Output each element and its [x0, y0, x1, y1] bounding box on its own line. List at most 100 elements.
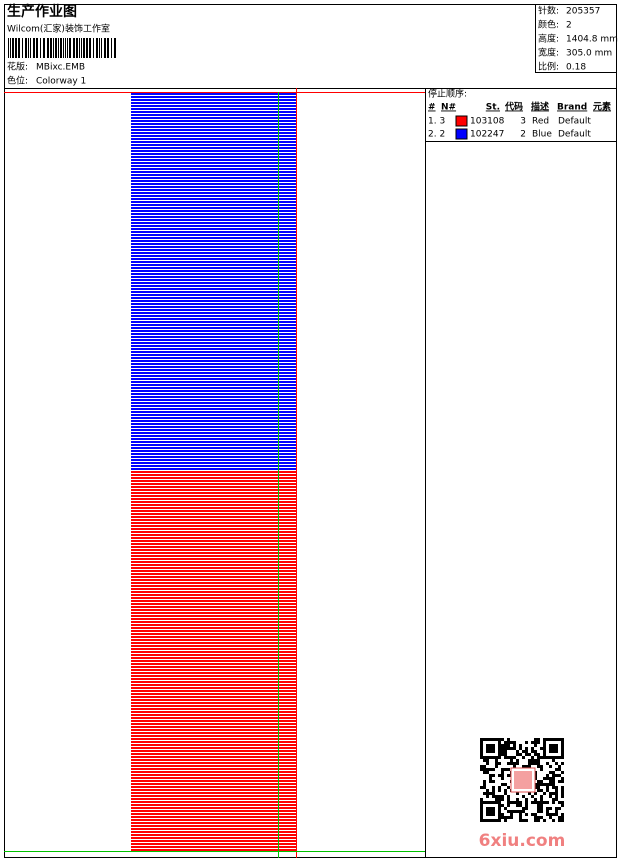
qr-module	[501, 795, 504, 798]
qr-module	[525, 813, 528, 816]
qr-module	[540, 804, 543, 807]
qr-module	[546, 738, 549, 741]
qr-module	[498, 753, 501, 756]
qr-module	[543, 792, 546, 795]
qr-module	[522, 750, 525, 753]
qr-module	[540, 768, 543, 771]
qr-module	[528, 753, 531, 756]
barcode-bar	[22, 38, 23, 58]
qr-module	[561, 753, 564, 756]
qr-module	[519, 813, 522, 816]
qr-module	[555, 762, 558, 765]
barcode-bar	[107, 38, 109, 58]
barcode-bar	[10, 38, 11, 58]
qr-module	[525, 753, 528, 756]
qr-module	[534, 813, 537, 816]
qr-module	[558, 774, 561, 777]
row-number: 3	[520, 117, 526, 127]
qr-logo	[514, 771, 532, 789]
subtitle: Wilcom(汇家)装饰工作室	[7, 23, 110, 35]
qr-module	[543, 753, 546, 756]
qr-module	[510, 756, 513, 759]
qr-module	[525, 741, 528, 744]
qr-module	[492, 801, 495, 804]
qr-module	[495, 801, 498, 804]
qr-module	[555, 807, 558, 810]
info-label: 颜色:	[538, 19, 559, 31]
qr-module	[558, 765, 561, 768]
qr-module	[543, 783, 546, 786]
qr-module	[507, 756, 510, 759]
barcode-bar	[8, 38, 9, 58]
qr-module	[555, 795, 558, 798]
qr-module	[558, 756, 561, 759]
barcode-bar	[60, 38, 62, 58]
barcode-bar	[76, 38, 78, 58]
qr-module	[525, 804, 528, 807]
info-label: 针数:	[538, 5, 559, 17]
qr-module	[498, 762, 501, 765]
qr-module	[498, 747, 501, 750]
qr-module	[540, 810, 543, 813]
qr-module	[531, 801, 534, 804]
barcode-bar	[99, 38, 100, 58]
qr-module	[489, 750, 492, 753]
qr-module	[507, 798, 510, 801]
qr-module	[555, 750, 558, 753]
qr-module	[552, 786, 555, 789]
qr-module	[555, 813, 558, 816]
qr-module	[498, 786, 501, 789]
qr-module	[546, 810, 549, 813]
qr-module	[537, 759, 540, 762]
qr-module	[552, 783, 555, 786]
qr-module	[561, 771, 564, 774]
barcode-bar	[36, 38, 38, 58]
column-header: 元素	[593, 101, 611, 113]
qr-module	[504, 768, 507, 771]
qr-module	[537, 765, 540, 768]
qr-module	[531, 741, 534, 744]
qr-module	[534, 762, 537, 765]
qr-module	[519, 801, 522, 804]
watermark: 6xiu.com	[479, 831, 566, 851]
qr-module	[483, 756, 486, 759]
qr-module	[525, 819, 528, 822]
qr-module	[531, 813, 534, 816]
qr-module	[480, 738, 483, 741]
qr-module	[489, 813, 492, 816]
qr-module	[546, 777, 549, 780]
qr-module	[552, 813, 555, 816]
qr-module	[510, 816, 513, 819]
qr-module	[540, 747, 543, 750]
qr-module	[525, 798, 528, 801]
barcode-bar	[104, 38, 106, 58]
qr-module	[549, 771, 552, 774]
qr-module	[558, 780, 561, 783]
qr-module	[522, 819, 525, 822]
qr-module	[486, 801, 489, 804]
qr-module	[507, 801, 510, 804]
qr-module	[498, 741, 501, 744]
qr-module	[549, 792, 552, 795]
barcode-bar	[73, 38, 75, 58]
barcode-bar	[114, 38, 116, 58]
qr-module	[504, 792, 507, 795]
qr-module	[483, 783, 486, 786]
color-swatch	[455, 128, 468, 140]
qr-module	[525, 765, 528, 768]
qr-module	[513, 765, 516, 768]
qr-module	[486, 747, 489, 750]
qr-module	[543, 750, 546, 753]
qr-module	[549, 750, 552, 753]
qr-module	[534, 798, 537, 801]
qr-module	[483, 786, 486, 789]
qr-module	[486, 813, 489, 816]
row-code: 102247	[470, 130, 504, 140]
qr-module	[501, 744, 504, 747]
qr-module	[486, 744, 489, 747]
qr-module	[501, 804, 504, 807]
qr-module	[498, 813, 501, 816]
qr-module	[513, 810, 516, 813]
qr-module	[492, 813, 495, 816]
barcode-bar	[86, 38, 88, 58]
